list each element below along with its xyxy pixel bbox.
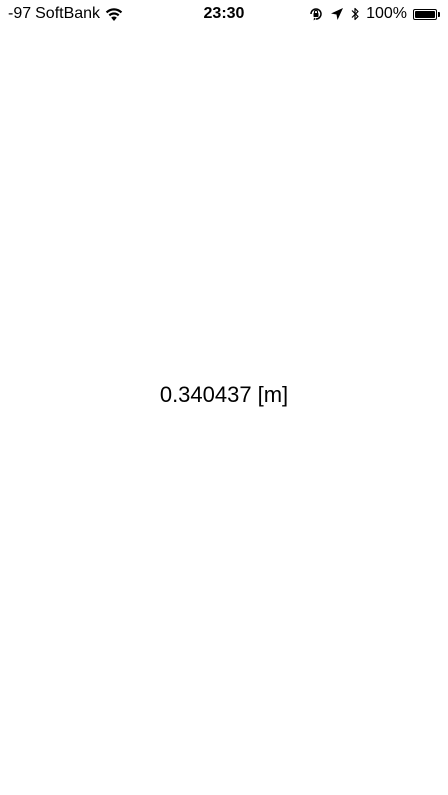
status-bar: -97 SoftBank 23:30 — [0, 0, 448, 30]
battery-fill — [415, 10, 435, 18]
location-arrow-icon — [330, 7, 344, 21]
battery-icon — [413, 8, 440, 20]
carrier-name: SoftBank — [35, 5, 101, 22]
distance-value: 0.340437 — [159, 382, 252, 407]
bluetooth-icon — [350, 6, 360, 22]
battery-body — [413, 8, 437, 20]
signal-strength: -97 — [8, 5, 32, 22]
battery-tip — [438, 11, 440, 17]
status-left: -97 SoftBank — [8, 5, 124, 23]
orientation-lock-icon — [308, 6, 324, 22]
distance-unit: [m] — [257, 382, 289, 407]
distance-readout: 0.340437 [m] — [0, 382, 448, 408]
wifi-icon — [104, 6, 124, 22]
status-right: 100% — [308, 5, 440, 23]
battery-percent: 100% — [366, 5, 407, 22]
